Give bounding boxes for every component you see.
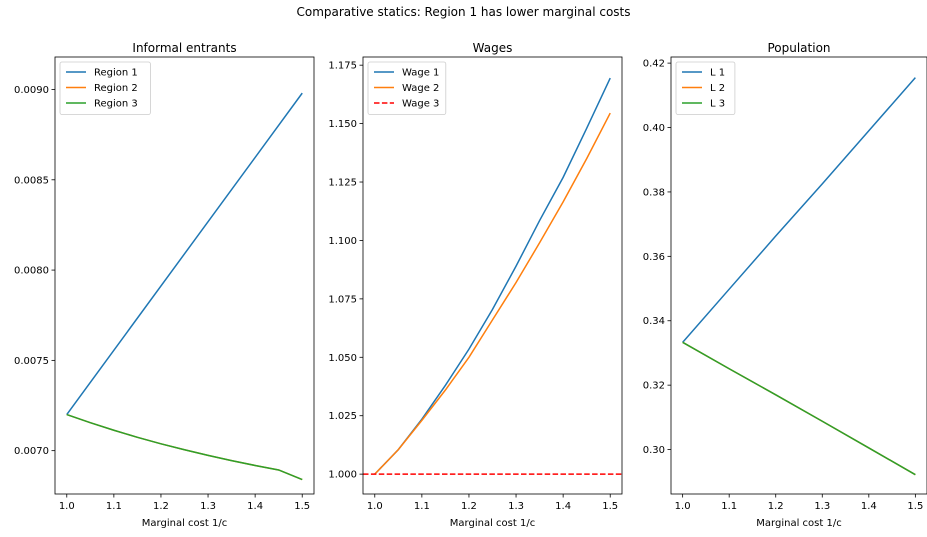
y-tick-label: 0.0090 xyxy=(14,85,49,96)
x-tick-label: 1.0 xyxy=(367,501,383,512)
legend-label: Wage 1 xyxy=(402,68,439,79)
x-tick-label: 1.0 xyxy=(59,501,75,512)
legend-label: Region 3 xyxy=(94,99,138,110)
legend-label: L 1 xyxy=(710,68,725,79)
axes-frame xyxy=(54,56,315,495)
y-tick-label: 1.100 xyxy=(328,236,357,247)
x-tick-label: 1.1 xyxy=(414,501,430,512)
x-tick-label: 1.2 xyxy=(768,501,784,512)
x-tick-label: 1.1 xyxy=(721,501,737,512)
chart-panel-3: 1.0 1.1 1.2 1.3 1.4 1.5 0.30 0.32 0.34 0.36 0.38 0.… xyxy=(643,41,927,529)
chart-title: Population xyxy=(767,41,830,55)
y-tick-label: 0.0080 xyxy=(14,266,49,277)
legend-box xyxy=(367,61,447,115)
y-tick-label: 0.0075 xyxy=(14,356,49,367)
series-line-wage-1 xyxy=(374,77,611,475)
y-tick-label: 1.025 xyxy=(328,411,357,422)
legend-label: L 3 xyxy=(710,99,725,110)
chart-panel-1: 1.0 1.1 1.2 1.3 1.4 1.5 0.0070 0.0075 0.0080 0.00… xyxy=(14,41,315,529)
x-tick-label: 1.4 xyxy=(861,501,877,512)
y-tick-label: 0.30 xyxy=(643,445,665,456)
y-tick-label: 1.150 xyxy=(328,119,357,130)
x-axis-label: Marginal cost 1/c xyxy=(142,518,227,529)
series-line-wage-2 xyxy=(374,112,611,475)
y-tick-label: 1.050 xyxy=(328,353,357,364)
x-tick-label: 1.2 xyxy=(461,501,477,512)
chart-title: Wages xyxy=(473,41,513,55)
legend-label: Region 1 xyxy=(94,68,138,79)
x-tick-label: 1.0 xyxy=(675,501,691,512)
x-tick-label: 1.4 xyxy=(247,501,263,512)
chart-panel-2: 1.0 1.1 1.2 1.3 1.4 1.5 1.000 1.025 1.050 1.075 1.… xyxy=(328,41,623,529)
legend-label: Region 2 xyxy=(94,83,138,94)
legend-label: Wage 2 xyxy=(402,83,439,94)
legend: Region 1 Region 2 Region 3 xyxy=(59,61,151,115)
chart-panels: 1.0 1.1 1.2 1.3 1.4 1.5 0.0070 0.0075 0.0080 0.00… xyxy=(14,41,927,529)
legend-label: Wage 3 xyxy=(402,99,439,110)
series-line-region-3 xyxy=(66,413,303,481)
y-tick-label: 0.0085 xyxy=(14,175,49,186)
axes-frame xyxy=(670,56,927,495)
series-line-region-2 xyxy=(66,413,303,481)
x-axis-label: Marginal cost 1/c xyxy=(450,518,535,529)
series-line-region-1 xyxy=(66,92,303,415)
legend-box xyxy=(59,61,151,115)
x-tick-label: 1.3 xyxy=(200,501,216,512)
y-tick-label: 1.125 xyxy=(328,178,357,189)
y-tick-label: 0.38 xyxy=(643,187,665,198)
y-tick-label: 0.0070 xyxy=(14,446,49,457)
axes-frame xyxy=(362,56,623,495)
y-tick-label: 0.36 xyxy=(643,252,665,263)
y-tick-label: 1.000 xyxy=(328,470,357,481)
figure-suptitle: Comparative statics: Region 1 has lower … xyxy=(296,5,630,19)
y-tick-label: 0.42 xyxy=(643,59,665,70)
x-tick-label: 1.2 xyxy=(153,501,169,512)
legend: L 1 L 2 L 3 xyxy=(675,61,736,115)
x-tick-label: 1.4 xyxy=(555,501,571,512)
series-line-l-1 xyxy=(682,77,916,343)
x-tick-label: 1.3 xyxy=(508,501,524,512)
x-tick-label: 1.5 xyxy=(907,501,923,512)
y-tick-label: 0.34 xyxy=(643,316,665,327)
legend-box xyxy=(675,61,736,115)
legend-label: L 2 xyxy=(710,83,725,94)
x-tick-label: 1.5 xyxy=(294,501,310,512)
chart-title: Informal entrants xyxy=(132,41,236,55)
x-tick-label: 1.3 xyxy=(814,501,830,512)
x-axis-label: Marginal cost 1/c xyxy=(756,518,841,529)
y-tick-label: 0.32 xyxy=(643,381,665,392)
legend: Wage 1 Wage 2 Wage 3 xyxy=(367,61,447,115)
y-tick-label: 1.075 xyxy=(328,294,357,305)
y-tick-label: 1.175 xyxy=(328,61,357,72)
x-tick-label: 1.5 xyxy=(602,501,618,512)
series-line-l-3 xyxy=(682,341,916,476)
x-tick-label: 1.1 xyxy=(106,501,122,512)
y-tick-label: 0.40 xyxy=(643,123,665,134)
